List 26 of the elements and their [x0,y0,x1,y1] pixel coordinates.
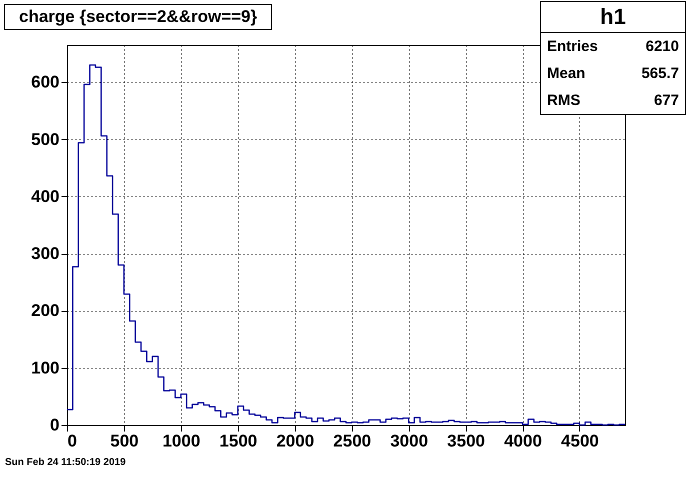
text: 565.7 [641,65,679,82]
annotation: Entries [547,38,598,55]
x-tick-label: 4000 [504,432,542,450]
y-tick-label: 100 [31,358,60,378]
x-tick-label: 4500 [561,432,599,450]
y-tick-label: 300 [31,244,60,264]
text: 677 [654,92,679,109]
chart-title: charge {sector==2&&row==9} [4,4,272,30]
y-tick-label: 600 [31,72,60,92]
x-tick-label: 1000 [162,432,200,450]
annotation: Mean [547,65,586,82]
x-tick-label: 0 [68,432,77,450]
text: Sun Feb 24 11:50:19 2019 [5,457,126,468]
y-tick-label: 200 [31,301,60,320]
x-tick-label: 3000 [390,432,428,450]
y-tick-label: 400 [31,186,60,206]
x-tick-label: 1500 [219,432,258,450]
annotation: RMS [547,92,580,109]
y-tick-label: 500 [31,130,60,149]
x-tick-label: 2500 [333,432,372,450]
x-tick-label: 2000 [276,432,314,450]
x-tick-label: 3500 [447,432,485,450]
text: 6210 [646,38,679,55]
x-tick-label: 500 [110,432,139,450]
text: h1 [541,2,685,33]
y-tick-label: 0 [50,416,60,434]
